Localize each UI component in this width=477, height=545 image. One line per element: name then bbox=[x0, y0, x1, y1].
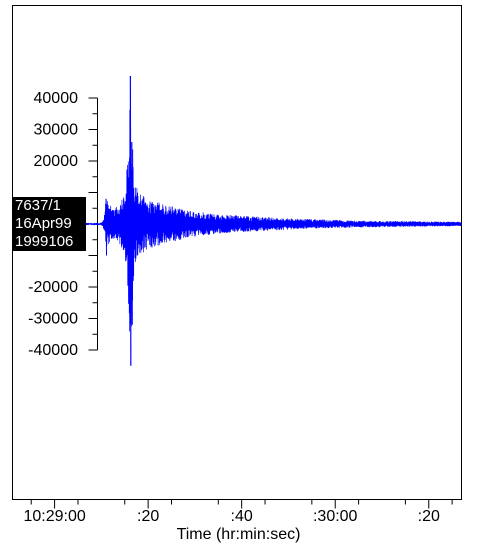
x-tick-label: :20 bbox=[137, 508, 159, 525]
plot-frame bbox=[12, 5, 462, 500]
x-axis-title: Time (hr:min:sec) bbox=[176, 526, 301, 543]
y-tick-label: -20000 bbox=[28, 279, 78, 296]
y-tick-label: 30000 bbox=[34, 122, 79, 139]
x-axis: 10:29:00 :20 :40 :30:00 :20 bbox=[23, 499, 453, 525]
y-tick-label: -30000 bbox=[28, 311, 78, 328]
x-tick-label: 10:29:00 bbox=[23, 508, 85, 525]
x-tick-label: :30:00 bbox=[313, 508, 358, 525]
station-date: 16Apr99 bbox=[15, 215, 72, 232]
y-tick-label: 20000 bbox=[34, 153, 79, 170]
y-axis: 40000 30000 20000 -20000 -30000 -40000 bbox=[28, 90, 98, 359]
y-tick-label: -40000 bbox=[28, 342, 78, 359]
station-julian-date: 1999106 bbox=[15, 233, 74, 250]
station-label-box: 7637/1 16Apr99 1999106 bbox=[12, 197, 86, 251]
station-id: 7637/1 bbox=[15, 197, 61, 214]
trace-line bbox=[12, 93, 462, 332]
seismic-trace bbox=[12, 75, 462, 366]
y-tick-label: 40000 bbox=[34, 90, 79, 107]
x-tick-label: :40 bbox=[231, 508, 253, 525]
x-tick-label: :20 bbox=[418, 508, 440, 525]
